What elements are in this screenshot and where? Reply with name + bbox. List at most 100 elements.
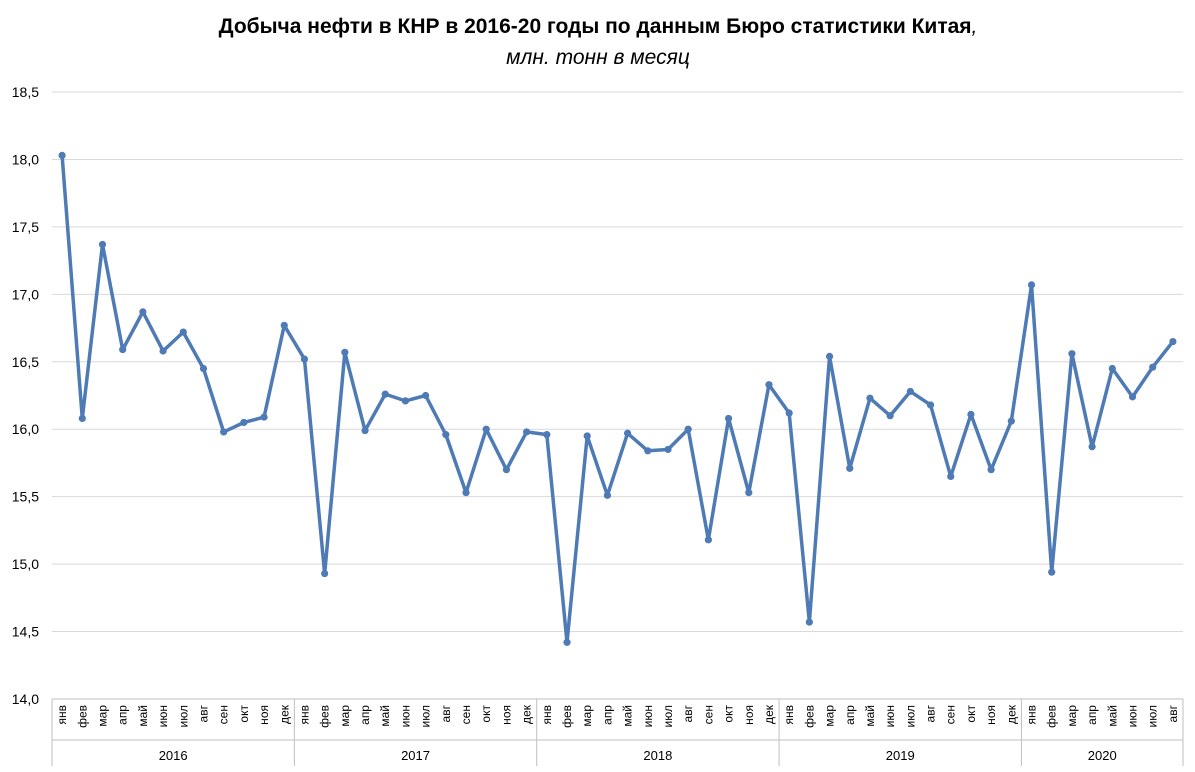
data-point (623, 429, 632, 437)
x-tick-label: ноя (257, 705, 271, 725)
x-tick-label: май (1105, 705, 1119, 727)
data-point (1068, 350, 1076, 358)
data-point (462, 489, 470, 497)
y-tick-label: 17,0 (12, 286, 39, 302)
data-point (321, 569, 329, 578)
y-tick-label: 14,0 (12, 691, 39, 707)
data-point (765, 381, 773, 389)
data-point (805, 618, 813, 626)
x-tick-label: авг (439, 704, 453, 722)
x-tick-label: апр (116, 705, 130, 725)
x-tick-label: фев (1045, 705, 1059, 728)
chart-subtitle: млн. тонн в месяц (506, 46, 690, 69)
y-axis: 14,0 14,5 15,0 15,5 16,0 16,5 17,0 17,5 18,0 18,5 (12, 84, 39, 707)
x-tick-label: май (621, 705, 635, 727)
x-tick-label: янв (540, 705, 554, 725)
data-point (1169, 337, 1177, 346)
data-point (98, 240, 107, 249)
data-point (199, 364, 208, 373)
data-point (179, 328, 187, 336)
data-point (280, 321, 288, 329)
data-point (523, 428, 531, 436)
data-point (300, 355, 309, 363)
year-label: 2018 (643, 748, 672, 763)
data-point (260, 413, 268, 421)
data-point (886, 412, 894, 420)
chart-title-text: Добыча нефти в КНР в 2016-20 годы по дан… (219, 15, 972, 38)
x-tick-label: мар (1065, 705, 1079, 727)
x-tick-label: июн (641, 705, 655, 727)
data-point (785, 409, 793, 417)
x-tick-label: мар (95, 705, 109, 727)
data-point (583, 432, 591, 440)
data-point (442, 431, 450, 439)
data-point (1088, 443, 1096, 451)
data-point (906, 387, 914, 396)
data-point (603, 491, 612, 499)
x-tick-label: дек (520, 704, 534, 724)
data-point (1108, 364, 1116, 373)
y-tick-label: 18,5 (12, 84, 39, 100)
x-tick-label: июн (1126, 705, 1140, 727)
x-axis: янв фев мар апр май июн июл авг сен окт ноя дек янв ф… (51, 698, 1184, 766)
data-point (1149, 363, 1157, 371)
data-point (58, 151, 66, 159)
x-tick-label: май (136, 705, 150, 727)
x-tick-label: фев (560, 705, 574, 728)
x-tick-label: июл (903, 705, 917, 727)
data-point (240, 418, 248, 427)
data-point (1128, 393, 1137, 401)
y-tick-label: 15,5 (12, 489, 39, 505)
data-point (987, 466, 995, 474)
x-tick-label: май (863, 705, 877, 727)
data-point (846, 464, 854, 472)
x-tick-label: сен (701, 705, 715, 724)
x-tick-label: фев (802, 705, 816, 728)
data-point (664, 445, 672, 454)
data-point (482, 425, 490, 433)
data-point (704, 536, 712, 544)
x-tick-label: фев (318, 705, 332, 728)
data-point (422, 391, 430, 400)
x-tick-label: окт (237, 705, 251, 723)
x-tick-label: май (378, 705, 392, 727)
x-tick-label: ноя (742, 705, 756, 725)
x-tick-label: дек (277, 704, 291, 724)
y-tick-label: 18,0 (12, 151, 39, 167)
x-tick-label: фев (75, 705, 89, 728)
x-tick-label: авг (1166, 704, 1180, 722)
x-tick-label: янв (782, 705, 796, 725)
data-point (724, 414, 733, 423)
data-point (825, 352, 834, 360)
x-tick-label: апр (358, 705, 372, 725)
data-point (78, 414, 86, 423)
chart-title-suffix: , (972, 15, 978, 38)
x-tick-label: апр (1085, 705, 1099, 725)
x-tick-label: окт (964, 705, 978, 723)
x-tick-label: сен (944, 705, 958, 724)
data-point (745, 489, 753, 497)
x-tick-label: июн (883, 705, 897, 727)
x-tick-label: июл (176, 705, 190, 727)
data-point (967, 410, 975, 418)
x-tick-label: мар (580, 705, 594, 727)
data-point (381, 390, 389, 398)
year-label: 2019 (886, 748, 915, 763)
data-point (644, 447, 652, 455)
y-tick-label: 15,0 (12, 556, 39, 572)
y-tick-label: 16,5 (12, 354, 39, 370)
data-point (947, 472, 955, 481)
x-tick-label: июл (661, 705, 675, 727)
data-point (1007, 417, 1015, 425)
y-tick-label: 14,5 (12, 624, 39, 640)
series-line (60, 153, 1175, 645)
data-point (502, 466, 511, 474)
x-tick-label: дек (762, 704, 776, 724)
x-tick-label: янв (297, 705, 311, 725)
year-label: 2020 (1088, 748, 1117, 763)
data-point (543, 431, 551, 439)
x-tick-label: апр (600, 705, 614, 725)
data-point (119, 346, 127, 354)
data-point (684, 425, 692, 433)
